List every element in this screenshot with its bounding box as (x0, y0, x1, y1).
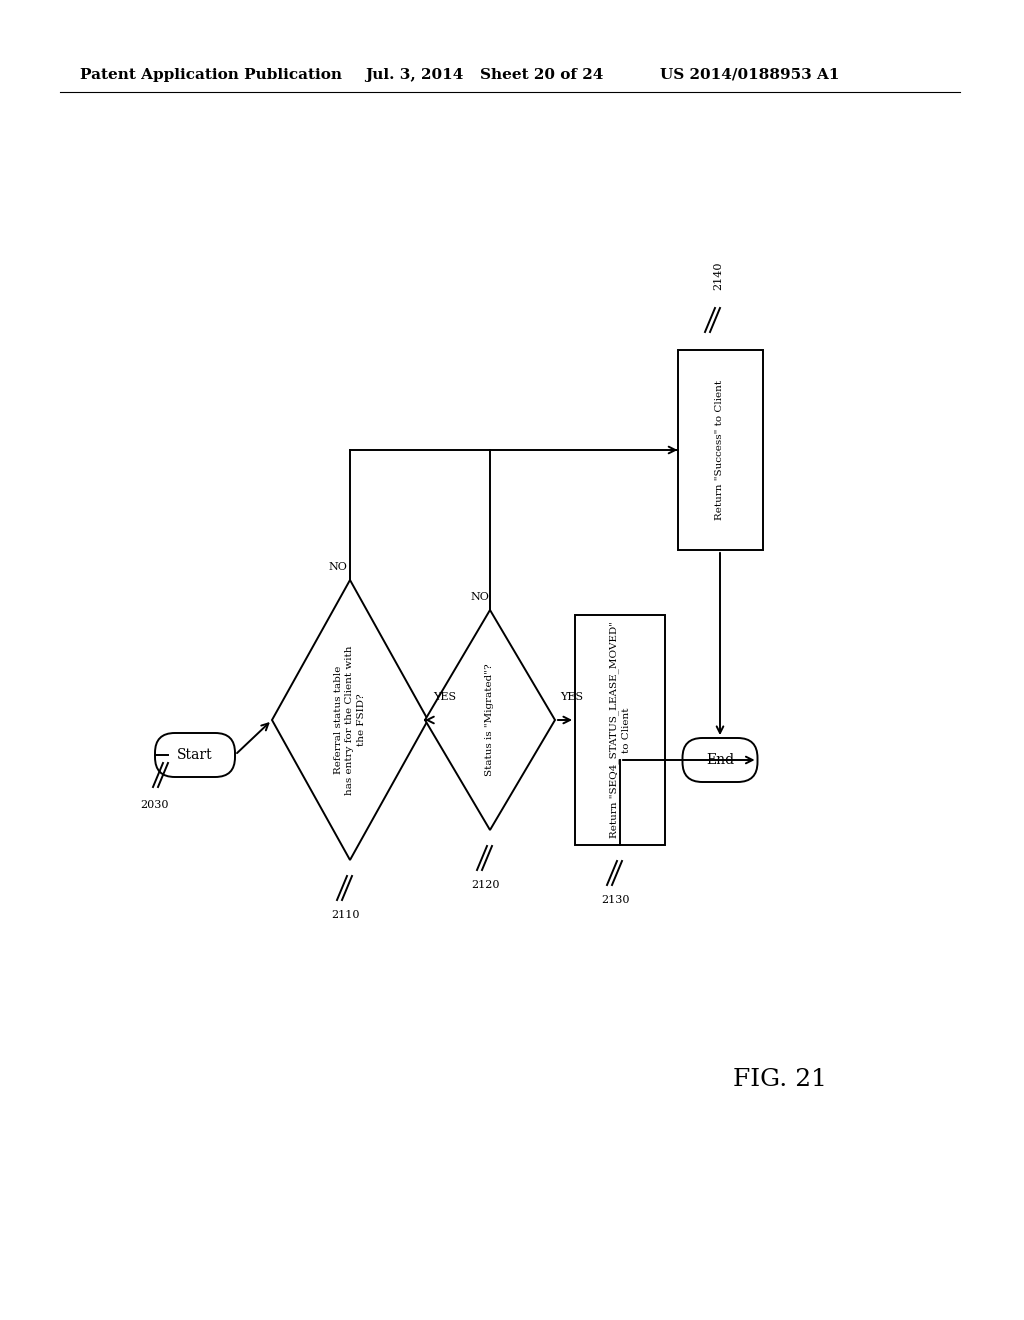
Bar (575, 615, 665, 845)
Polygon shape (272, 579, 428, 861)
Text: NO: NO (329, 562, 347, 572)
Text: 2130: 2130 (601, 895, 630, 906)
Text: Return "Success" to Client: Return "Success" to Client (716, 380, 725, 520)
Text: 2030: 2030 (140, 800, 169, 810)
Text: Start: Start (177, 748, 213, 762)
Text: 2110: 2110 (331, 909, 359, 920)
Text: YES: YES (560, 692, 583, 702)
Text: Referral status table
has entry for the Client with
the FSID?: Referral status table has entry for the … (334, 645, 367, 795)
Text: 2120: 2120 (471, 880, 500, 890)
Text: Return "SEQ4_STATUS_LEASE_MOVED"
to Client: Return "SEQ4_STATUS_LEASE_MOVED" to Clie… (609, 622, 631, 838)
Bar (678, 350, 763, 550)
Text: Sheet 20 of 24: Sheet 20 of 24 (480, 69, 603, 82)
Text: End: End (706, 752, 734, 767)
Text: 2140: 2140 (713, 261, 723, 290)
Text: FIG. 21: FIG. 21 (733, 1068, 827, 1092)
Text: YES: YES (433, 692, 456, 702)
Text: Status is "Migrated"?: Status is "Migrated"? (485, 664, 495, 776)
Text: US 2014/0188953 A1: US 2014/0188953 A1 (660, 69, 840, 82)
FancyBboxPatch shape (155, 733, 234, 777)
Text: Jul. 3, 2014: Jul. 3, 2014 (365, 69, 464, 82)
Polygon shape (425, 610, 555, 830)
FancyBboxPatch shape (683, 738, 758, 781)
Text: Patent Application Publication: Patent Application Publication (80, 69, 342, 82)
Text: NO: NO (471, 591, 489, 602)
